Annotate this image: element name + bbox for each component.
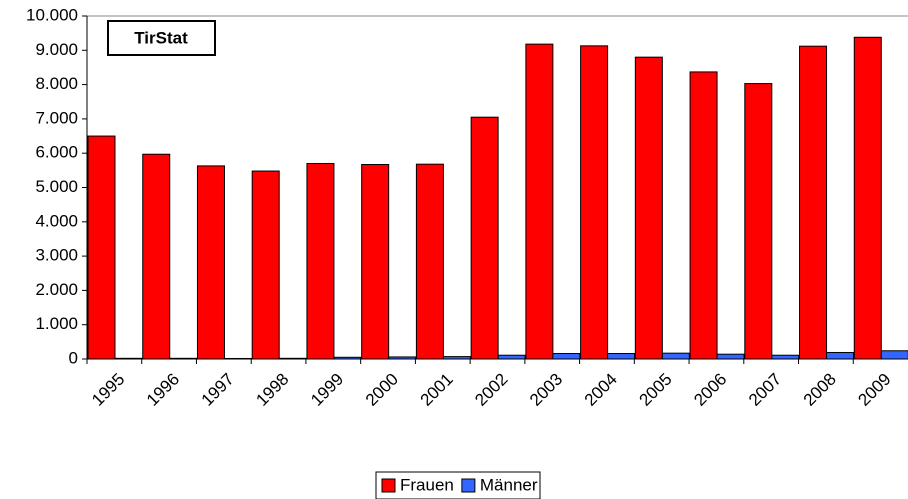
x-tick-label: 2009	[854, 370, 894, 410]
bar	[142, 153, 171, 360]
y-tick-label: 0	[69, 348, 78, 367]
y-tick-label: 8.000	[35, 74, 78, 93]
bar	[607, 353, 636, 360]
bar	[799, 45, 828, 360]
y-tick-label: 7.000	[35, 108, 78, 127]
x-tick-label: 1997	[198, 370, 238, 410]
x-tick-label: 1998	[252, 370, 292, 410]
x-tick-label: 2005	[636, 370, 676, 410]
y-tick-label: 10.000	[26, 5, 78, 24]
annotation-box	[107, 20, 216, 56]
legend-swatch	[461, 478, 476, 493]
bar	[525, 43, 554, 360]
y-tick-label: 9.000	[35, 40, 78, 59]
x-tick-label: 1996	[143, 370, 183, 410]
bar	[580, 45, 609, 360]
legend-swatch	[381, 478, 396, 493]
y-tick-label: 2.000	[35, 280, 78, 299]
legend-label: Männer	[480, 475, 538, 494]
bar	[552, 353, 581, 360]
y-tick-label: 1.000	[35, 314, 78, 333]
y-tick-label: 5.000	[35, 177, 78, 196]
x-tick-label: 2003	[526, 370, 566, 410]
legend-box	[375, 471, 541, 499]
x-tick-label: 2002	[471, 370, 511, 410]
bar	[853, 36, 882, 360]
x-tick-label: 2006	[690, 370, 730, 410]
y-tick-label: 3.000	[35, 246, 78, 265]
x-tick-label: 1999	[307, 370, 347, 410]
bar	[744, 83, 773, 360]
bar	[87, 135, 116, 360]
y-tick-label: 4.000	[35, 211, 78, 230]
bar	[826, 351, 855, 360]
bar	[771, 354, 800, 360]
bar	[470, 116, 499, 360]
bar	[415, 163, 444, 360]
bar	[251, 170, 280, 360]
x-tick-label: 1995	[88, 370, 128, 410]
x-tick-label: 2000	[362, 370, 402, 410]
bar	[661, 352, 690, 360]
x-tick-label: 2008	[800, 370, 840, 410]
bar	[196, 165, 225, 360]
bar	[689, 71, 718, 360]
bar	[634, 56, 663, 360]
bar	[880, 350, 908, 360]
bar	[361, 164, 390, 360]
annotation: TirStat	[134, 28, 188, 47]
bar	[716, 353, 745, 360]
x-tick-label: 2001	[417, 370, 457, 410]
bar	[306, 162, 335, 360]
y-tick-label: 6.000	[35, 143, 78, 162]
x-tick-label: 2004	[581, 370, 621, 410]
legend-label: Frauen	[400, 475, 454, 494]
x-tick-label: 2007	[745, 370, 785, 410]
bar	[497, 354, 526, 360]
